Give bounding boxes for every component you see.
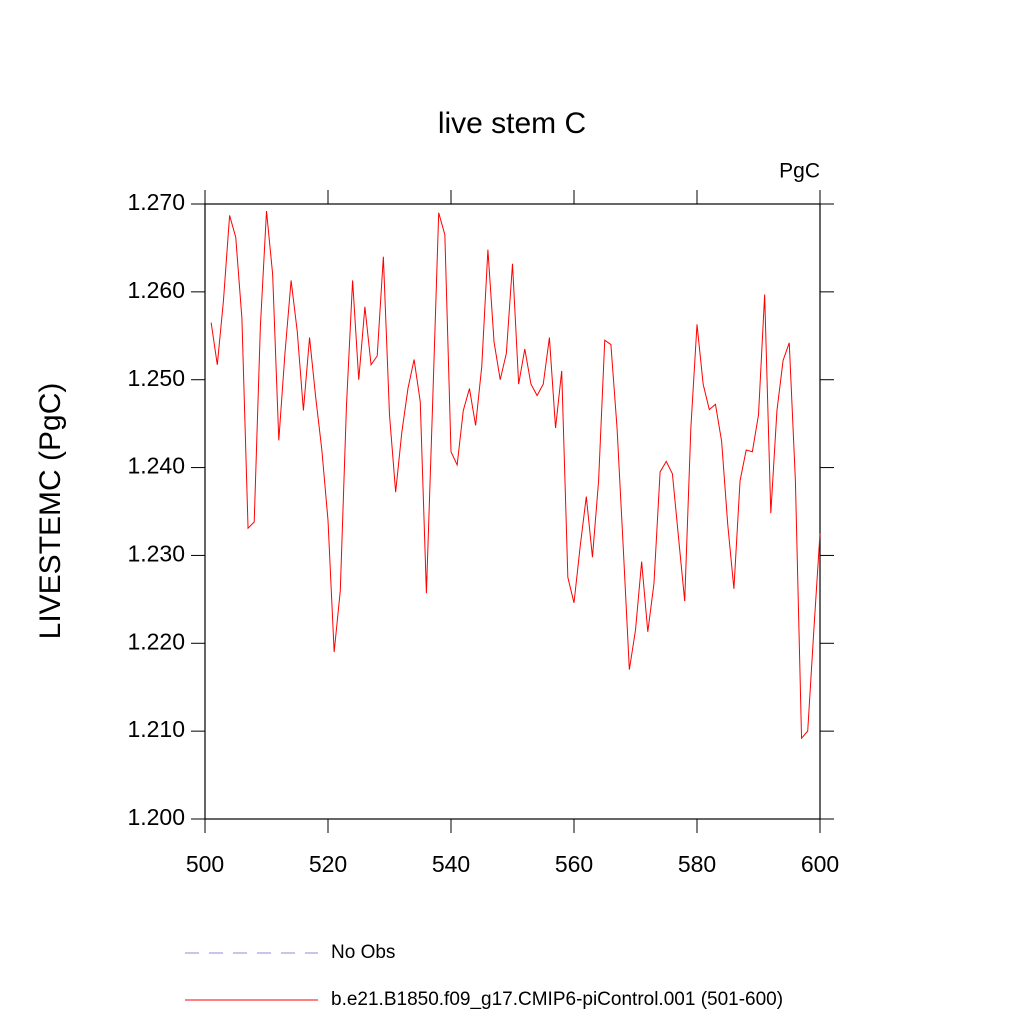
y-tick-label: 1.270 [127,189,185,215]
plot-frame [204,203,821,820]
y-tick-label: 1.220 [127,628,185,654]
y-tick-label: 1.230 [127,541,185,567]
data-line [210,210,821,740]
y-tick-label: 1.240 [127,453,185,479]
x-tick-label: 500 [186,851,224,877]
x-tick-label: 580 [678,851,716,877]
units-label: PgC [779,160,820,183]
x-tick-label: 600 [801,851,839,877]
y-tick-label: 1.250 [127,365,185,391]
chart-title: live stem C [438,107,586,140]
y-tick-label: 1.200 [127,804,185,830]
y-tick-label: 1.260 [127,277,185,303]
x-tick-label: 520 [309,851,347,877]
y-axis-label: LIVESTEMC (PgC) [34,383,67,640]
x-tick-label: 540 [432,851,470,877]
y-tick-label: 1.210 [127,716,185,742]
x-tick-label: 560 [555,851,593,877]
legend-label: b.e21.B1850.f09_g17.CMIP6-piControl.001 … [331,989,783,1010]
legend-label: No Obs [331,942,395,963]
